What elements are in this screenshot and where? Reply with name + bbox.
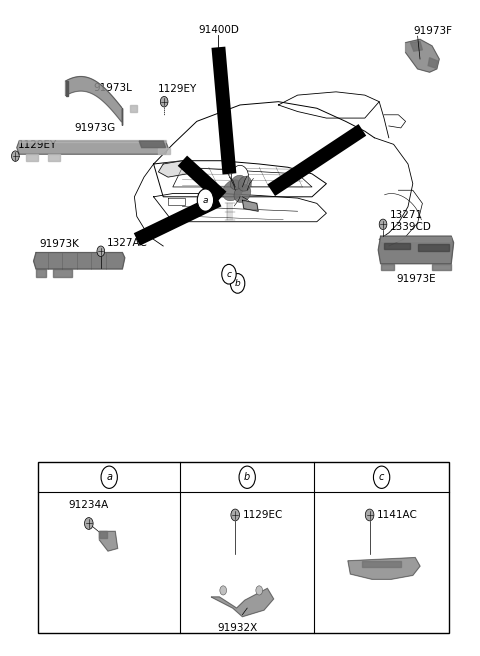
Text: a: a — [106, 472, 112, 482]
Circle shape — [220, 586, 227, 595]
Polygon shape — [130, 105, 137, 112]
Text: 1129EY: 1129EY — [18, 140, 58, 150]
Circle shape — [256, 586, 263, 595]
Text: b: b — [244, 472, 251, 482]
Circle shape — [101, 466, 117, 488]
Polygon shape — [17, 141, 168, 154]
Circle shape — [239, 466, 255, 488]
Circle shape — [160, 96, 168, 107]
Circle shape — [373, 466, 390, 488]
Polygon shape — [378, 236, 454, 264]
Text: 13271: 13271 — [390, 211, 423, 220]
Polygon shape — [99, 531, 118, 551]
Text: 1141AC: 1141AC — [377, 510, 418, 520]
Circle shape — [231, 509, 240, 521]
Circle shape — [12, 151, 19, 161]
Polygon shape — [99, 531, 107, 538]
Polygon shape — [418, 244, 449, 251]
Polygon shape — [158, 148, 170, 154]
Ellipse shape — [238, 176, 252, 191]
Text: 91400D: 91400D — [198, 25, 239, 35]
Polygon shape — [381, 237, 451, 241]
Text: a: a — [203, 195, 208, 205]
Polygon shape — [410, 41, 422, 51]
Text: 91973K: 91973K — [39, 239, 79, 249]
Polygon shape — [406, 39, 439, 72]
Polygon shape — [53, 269, 72, 277]
Polygon shape — [242, 200, 258, 211]
Polygon shape — [158, 161, 192, 177]
Text: 91973L: 91973L — [94, 83, 132, 93]
Polygon shape — [381, 264, 394, 270]
Text: 91973E: 91973E — [396, 274, 436, 284]
Circle shape — [230, 274, 245, 293]
Polygon shape — [36, 269, 46, 277]
Polygon shape — [362, 561, 401, 567]
Circle shape — [84, 518, 93, 529]
Polygon shape — [26, 154, 38, 161]
Text: b: b — [235, 279, 240, 288]
Polygon shape — [65, 77, 122, 122]
Polygon shape — [384, 243, 410, 249]
Text: c: c — [227, 270, 231, 279]
Polygon shape — [48, 154, 60, 161]
Text: 1327AC: 1327AC — [107, 238, 147, 248]
Circle shape — [379, 219, 387, 230]
Text: 1129EY: 1129EY — [157, 84, 197, 94]
Polygon shape — [348, 558, 420, 579]
Ellipse shape — [234, 184, 251, 203]
Circle shape — [231, 165, 249, 189]
Text: 91234A: 91234A — [69, 500, 109, 510]
Ellipse shape — [223, 180, 243, 201]
Text: 91932X: 91932X — [217, 623, 258, 633]
Polygon shape — [428, 58, 438, 68]
Ellipse shape — [230, 175, 245, 190]
Text: c: c — [379, 472, 384, 482]
Polygon shape — [139, 141, 166, 148]
Circle shape — [222, 264, 236, 284]
Polygon shape — [34, 253, 125, 269]
Text: 91973G: 91973G — [74, 123, 116, 133]
Polygon shape — [65, 81, 68, 96]
Polygon shape — [432, 264, 451, 270]
Polygon shape — [19, 140, 166, 142]
Bar — [38, 462, 449, 633]
Circle shape — [197, 189, 214, 211]
Text: 1339CD: 1339CD — [390, 222, 432, 232]
Text: 1129EC: 1129EC — [242, 510, 283, 520]
Polygon shape — [211, 588, 274, 617]
Circle shape — [97, 246, 105, 256]
Text: 91973F: 91973F — [414, 26, 453, 36]
Circle shape — [365, 509, 374, 521]
